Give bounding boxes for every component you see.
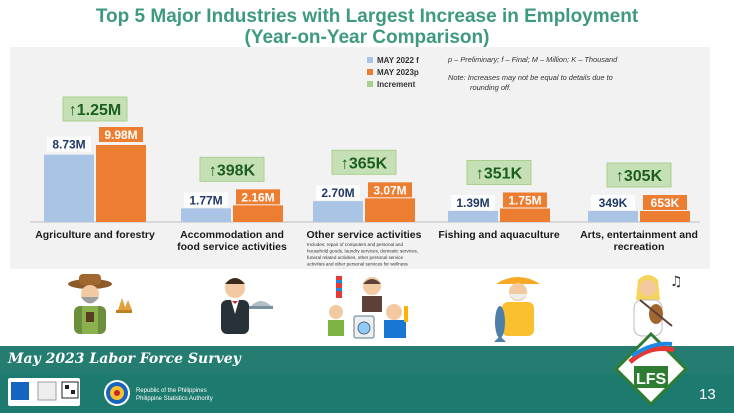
value-label-may2022-0: 8.73M <box>52 138 85 152</box>
other-services-note-line1: household goods, laundry services, domes… <box>307 249 418 254</box>
value-label-bg-may2022-4 <box>591 195 635 210</box>
survey-title: May 2023 Labor Force Survey <box>8 351 241 367</box>
value-label-may2023-0: 9.98M <box>104 128 137 142</box>
increment-badge-4 <box>606 162 672 188</box>
psa-seal-icon <box>104 380 130 406</box>
value-label-bg-may2022-0 <box>47 136 91 152</box>
bar-may2023-0 <box>96 145 146 222</box>
increment-label-1: ↑398K <box>209 162 256 179</box>
legend-swatch-may2023 <box>367 69 373 75</box>
psa-line1: Republic of the Philippines <box>136 388 207 394</box>
value-label-may2023-1: 2.16M <box>241 190 274 204</box>
increment-badge-0 <box>62 96 128 122</box>
waiter-icon <box>195 270 285 342</box>
other-services-note-line3: activities and other personal services f… <box>307 262 409 267</box>
increment-label-0: ↑1.25M <box>69 102 121 119</box>
bar-may2022-1 <box>181 208 231 222</box>
value-label-may2022-2: 2.70M <box>321 186 354 200</box>
bar-may2022-0 <box>44 154 94 222</box>
abbreviation-note: p – Preliminary; f – Final; M – Million;… <box>448 55 618 64</box>
value-label-may2022-3: 1.39M <box>456 196 489 210</box>
svg-text:♫: ♫ <box>670 274 683 290</box>
value-label-may2022-4: 349K <box>599 196 628 210</box>
legend-item-may2022: MAY 2022 f <box>367 54 433 66</box>
legend-swatch-increment <box>367 81 373 87</box>
increment-badge-3 <box>466 159 532 185</box>
value-label-bg-may2023-4 <box>643 195 687 210</box>
legend-label-may2023: MAY 2023p <box>377 67 419 77</box>
value-label-may2022-1: 1.77M <box>189 193 222 207</box>
page-number: 13 <box>699 386 716 403</box>
value-label-bg-may2022-2 <box>316 185 360 201</box>
psa-text: Republic of the Philippines Philippine S… <box>136 387 213 403</box>
rounding-note-line1: Note: Increases may not be equal to deta… <box>448 73 613 82</box>
value-label-bg-may2022-3 <box>451 195 495 210</box>
bar-may2023-2 <box>365 198 415 222</box>
legend-item-may2023: MAY 2023p <box>367 66 433 78</box>
violinist-icon: ♫ <box>620 270 710 342</box>
fisherman-icon <box>478 270 568 342</box>
value-label-may2023-3: 1.75M <box>508 193 541 207</box>
chart-area: 8.73M 9.98M ↑1.25M Agriculture and forestry… <box>10 47 710 269</box>
value-label-bg-may2023-0 <box>99 127 143 142</box>
bar-may2023-1 <box>233 205 283 222</box>
value-label-bg-may2023-3 <box>503 192 547 208</box>
svg-text:LFS: LFS <box>636 371 667 388</box>
bar-may2023-3 <box>500 208 550 222</box>
service-workers-icon <box>318 270 408 342</box>
category-label-1-line1: food service activities <box>177 241 287 253</box>
lfs-logo-icon: LFS <box>610 328 692 410</box>
value-label-bg-may2023-2 <box>368 182 412 198</box>
category-label-3-line0: Fishing and aquaculture <box>438 229 560 241</box>
legend-item-increment: Increment <box>367 78 433 90</box>
rounding-note-line2: rounding off. <box>470 83 512 92</box>
legend-label-increment: Increment <box>377 79 416 89</box>
increment-label-4: ↑305K <box>616 168 663 185</box>
other-services-note-line0: Includes: repair of computers and person… <box>307 242 403 247</box>
farmer-icon <box>52 270 142 342</box>
value-label-bg-may2022-1 <box>184 192 228 208</box>
increment-label-2: ↑365K <box>341 155 388 172</box>
category-label-1-line0: Accommodation and <box>180 229 284 241</box>
bar-may2023-4 <box>640 211 690 222</box>
value-label-bg-may2023-1 <box>236 189 280 205</box>
legend: MAY 2022 f MAY 2023p Increment <box>367 54 433 90</box>
bar-may2022-4 <box>588 211 638 222</box>
bar-chart: 8.73M 9.98M ↑1.25M Agriculture and forestry… <box>30 96 700 269</box>
category-label-0-line0: Agriculture and forestry <box>35 229 155 241</box>
chart-title-line2: (Year-on-Year Comparison) <box>244 27 490 48</box>
bar-may2022-2 <box>313 201 363 222</box>
category-label-4-line1: recreation <box>614 241 665 253</box>
other-services-note-line2: funeral related activities, other person… <box>307 255 403 260</box>
footer-band <box>0 346 734 374</box>
certification-logos <box>8 378 80 406</box>
certification-seal-icon <box>11 381 79 401</box>
legend-label-may2022: MAY 2022 f <box>377 55 419 65</box>
chart-title-line1: Top 5 Major Industries with Largest Incr… <box>95 6 639 27</box>
increment-badge-2 <box>331 149 397 175</box>
value-label-may2023-2: 3.07M <box>373 183 406 197</box>
category-label-4-line0: Arts, entertainment and <box>580 229 698 241</box>
bar-may2022-3 <box>448 211 498 222</box>
increment-badge-1 <box>199 156 265 182</box>
legend-swatch-may2022 <box>367 57 373 63</box>
other-services-note-line4: except sport activities <box>307 268 352 269</box>
category-label-2-line0: Other service activities <box>307 229 422 241</box>
value-label-may2023-4: 653K <box>651 196 680 210</box>
increment-label-3: ↑351K <box>476 165 523 182</box>
psa-line2: Philippine Statistics Authority <box>136 396 213 402</box>
